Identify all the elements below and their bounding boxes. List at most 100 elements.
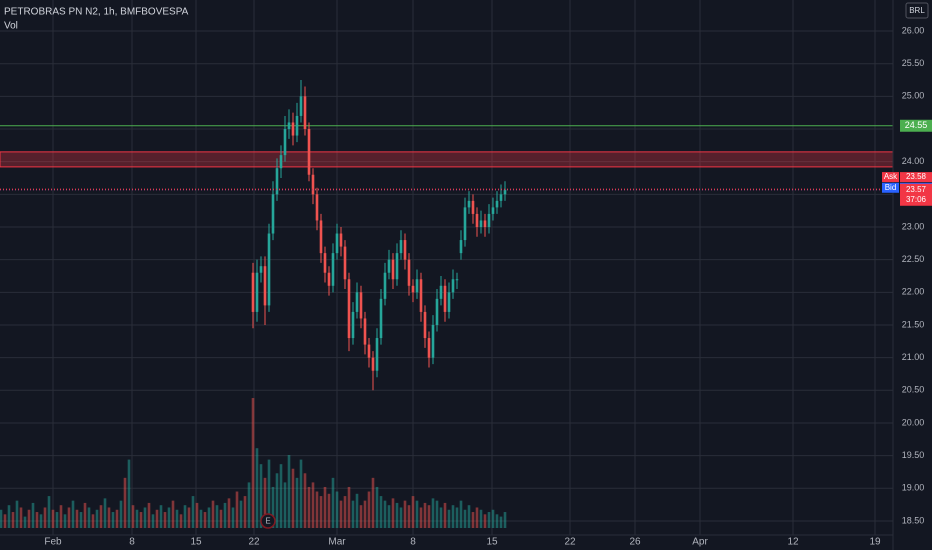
volume-bar bbox=[127, 459, 131, 528]
volume-bar bbox=[359, 505, 363, 528]
y-tick-label: 25.50 bbox=[902, 58, 925, 68]
x-tick-label: 8 bbox=[410, 537, 416, 548]
currency-button[interactable] bbox=[905, 2, 929, 19]
volume-bar bbox=[131, 505, 135, 528]
volume-bar bbox=[471, 512, 475, 528]
y-tick-label: 25.00 bbox=[902, 91, 925, 101]
candle-body bbox=[439, 285, 443, 299]
volume-bar bbox=[103, 498, 107, 528]
last-price-label: 23.57 bbox=[906, 185, 927, 194]
currency-label[interactable]: BRL bbox=[909, 6, 925, 15]
volume-bar bbox=[199, 509, 203, 528]
candle-body bbox=[375, 338, 379, 371]
volume-bar bbox=[171, 500, 175, 528]
event-marker bbox=[260, 513, 276, 529]
candle-body bbox=[399, 240, 403, 254]
candle-body bbox=[459, 240, 463, 254]
candle-body bbox=[387, 259, 391, 273]
volume-bar bbox=[163, 512, 167, 528]
volume-bar bbox=[107, 507, 111, 528]
volume-bar bbox=[295, 477, 299, 528]
x-tick-label: 26 bbox=[629, 537, 641, 548]
candle-body bbox=[487, 213, 491, 227]
volume-bar bbox=[451, 505, 455, 528]
volume-bar bbox=[91, 514, 95, 528]
volume-bar bbox=[407, 505, 411, 528]
y-tick-label: 24.00 bbox=[902, 156, 925, 166]
candle-body bbox=[395, 253, 399, 280]
volume-bar bbox=[423, 502, 427, 528]
candle-body bbox=[427, 338, 431, 358]
x-tick-label: 22 bbox=[248, 537, 260, 548]
volume-bar bbox=[15, 500, 19, 528]
volume-bar bbox=[71, 500, 75, 528]
candle-body bbox=[263, 266, 267, 306]
volume-bar bbox=[387, 505, 391, 528]
x-tick-label: Feb bbox=[44, 537, 62, 548]
candle-body bbox=[303, 96, 307, 130]
volume-bar bbox=[419, 507, 423, 528]
x-tick-label: Mar bbox=[328, 537, 346, 548]
candle-body bbox=[363, 318, 367, 345]
volume-bar bbox=[271, 486, 275, 528]
volume-bar bbox=[235, 491, 239, 528]
candle-body bbox=[339, 233, 343, 247]
y-tick-label: 21.50 bbox=[902, 319, 925, 329]
volume-bar bbox=[439, 507, 443, 528]
volume-bar bbox=[283, 482, 287, 528]
volume-bar bbox=[379, 496, 383, 528]
candle-body bbox=[379, 298, 383, 339]
volume-bar bbox=[123, 477, 127, 528]
candle-body bbox=[407, 259, 411, 286]
volume-bar bbox=[139, 512, 143, 528]
volume-bar bbox=[455, 507, 459, 528]
volume-bar bbox=[267, 459, 271, 528]
x-tick-label: Apr bbox=[692, 537, 708, 548]
volume-bar bbox=[335, 491, 339, 528]
candle-body bbox=[347, 279, 351, 339]
x-tick-label: 15 bbox=[486, 537, 498, 548]
y-tick-label: 26.00 bbox=[902, 25, 925, 35]
x-tick-label: 15 bbox=[190, 537, 202, 548]
candle-body bbox=[443, 285, 447, 312]
x-tick-label: 19 bbox=[869, 537, 881, 548]
candle-body bbox=[327, 272, 331, 286]
volume-bar bbox=[303, 473, 307, 528]
volume-bar bbox=[23, 516, 27, 528]
volume-bar bbox=[31, 502, 35, 528]
volume-bar bbox=[135, 509, 139, 528]
candle-body bbox=[455, 279, 459, 281]
candle-body bbox=[423, 311, 427, 339]
volume-bar bbox=[59, 505, 63, 528]
candle-body bbox=[343, 246, 347, 280]
candle-body bbox=[391, 259, 395, 280]
candle-body bbox=[435, 298, 439, 325]
volume-bar bbox=[47, 496, 51, 528]
volume-bar bbox=[383, 500, 387, 528]
volume-bar bbox=[259, 464, 263, 528]
volume-bar bbox=[27, 509, 31, 528]
volume-bar bbox=[427, 505, 431, 528]
candle-body bbox=[335, 233, 339, 254]
candle-body bbox=[463, 207, 467, 241]
volume-bar bbox=[463, 509, 467, 528]
quote-name: Bid bbox=[885, 183, 897, 192]
volume-bar bbox=[263, 477, 267, 528]
volume-bar bbox=[323, 486, 327, 528]
volume-bar bbox=[415, 500, 419, 528]
volume-bar bbox=[491, 509, 495, 528]
volume-bar bbox=[243, 496, 247, 528]
x-tick-label: 22 bbox=[564, 537, 576, 548]
volume-bar bbox=[207, 507, 211, 528]
volume-bar bbox=[251, 398, 255, 528]
volume-bar bbox=[191, 496, 195, 528]
volume-bar bbox=[111, 512, 115, 528]
volume-bar bbox=[299, 459, 303, 528]
volume-bar bbox=[351, 500, 355, 528]
volume-bar bbox=[155, 509, 159, 528]
volume-bar bbox=[487, 512, 491, 528]
volume-bar bbox=[239, 500, 243, 528]
